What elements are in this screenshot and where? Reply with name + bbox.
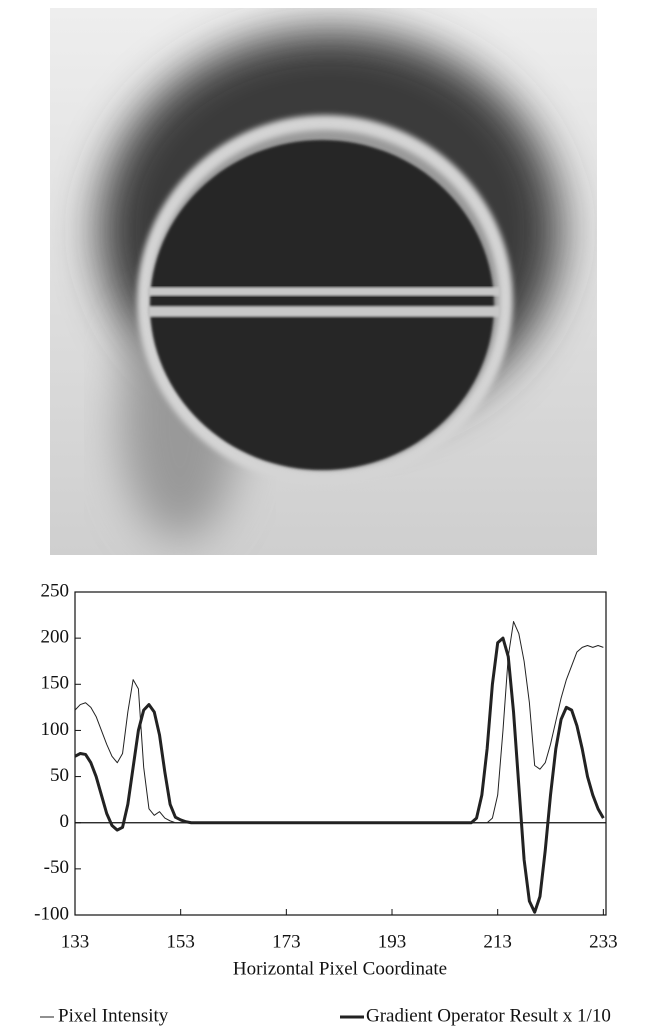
y-tick-label: 250	[41, 580, 70, 601]
y-tick-label: 200	[41, 627, 70, 648]
y-tick-label: -50	[44, 857, 69, 878]
plot-frame	[74, 591, 607, 916]
y-tick-label: -100	[34, 903, 69, 924]
legend-label: Gradient Operator Result x 1/10	[366, 1005, 611, 1026]
x-tick-label: 153	[166, 931, 195, 952]
legend-label: Pixel Intensity	[58, 1005, 169, 1026]
x-tick-label: 173	[272, 931, 301, 952]
y-tick-label: 0	[60, 811, 70, 832]
y-tick-label: 150	[41, 673, 70, 694]
plot	[74, 591, 607, 916]
series-line	[74, 636, 605, 914]
x-tick-label: 193	[378, 931, 407, 952]
y-tick-label: 50	[50, 765, 69, 786]
x-tick-label: 133	[61, 931, 90, 952]
y-tick-label: 100	[41, 719, 70, 740]
series-line	[74, 621, 604, 824]
x-tick-label: 213	[483, 931, 512, 952]
x-tick-label: 233	[589, 931, 618, 952]
photo	[50, 8, 597, 555]
x-axis-title: Horizontal Pixel Coordinate	[233, 958, 447, 979]
